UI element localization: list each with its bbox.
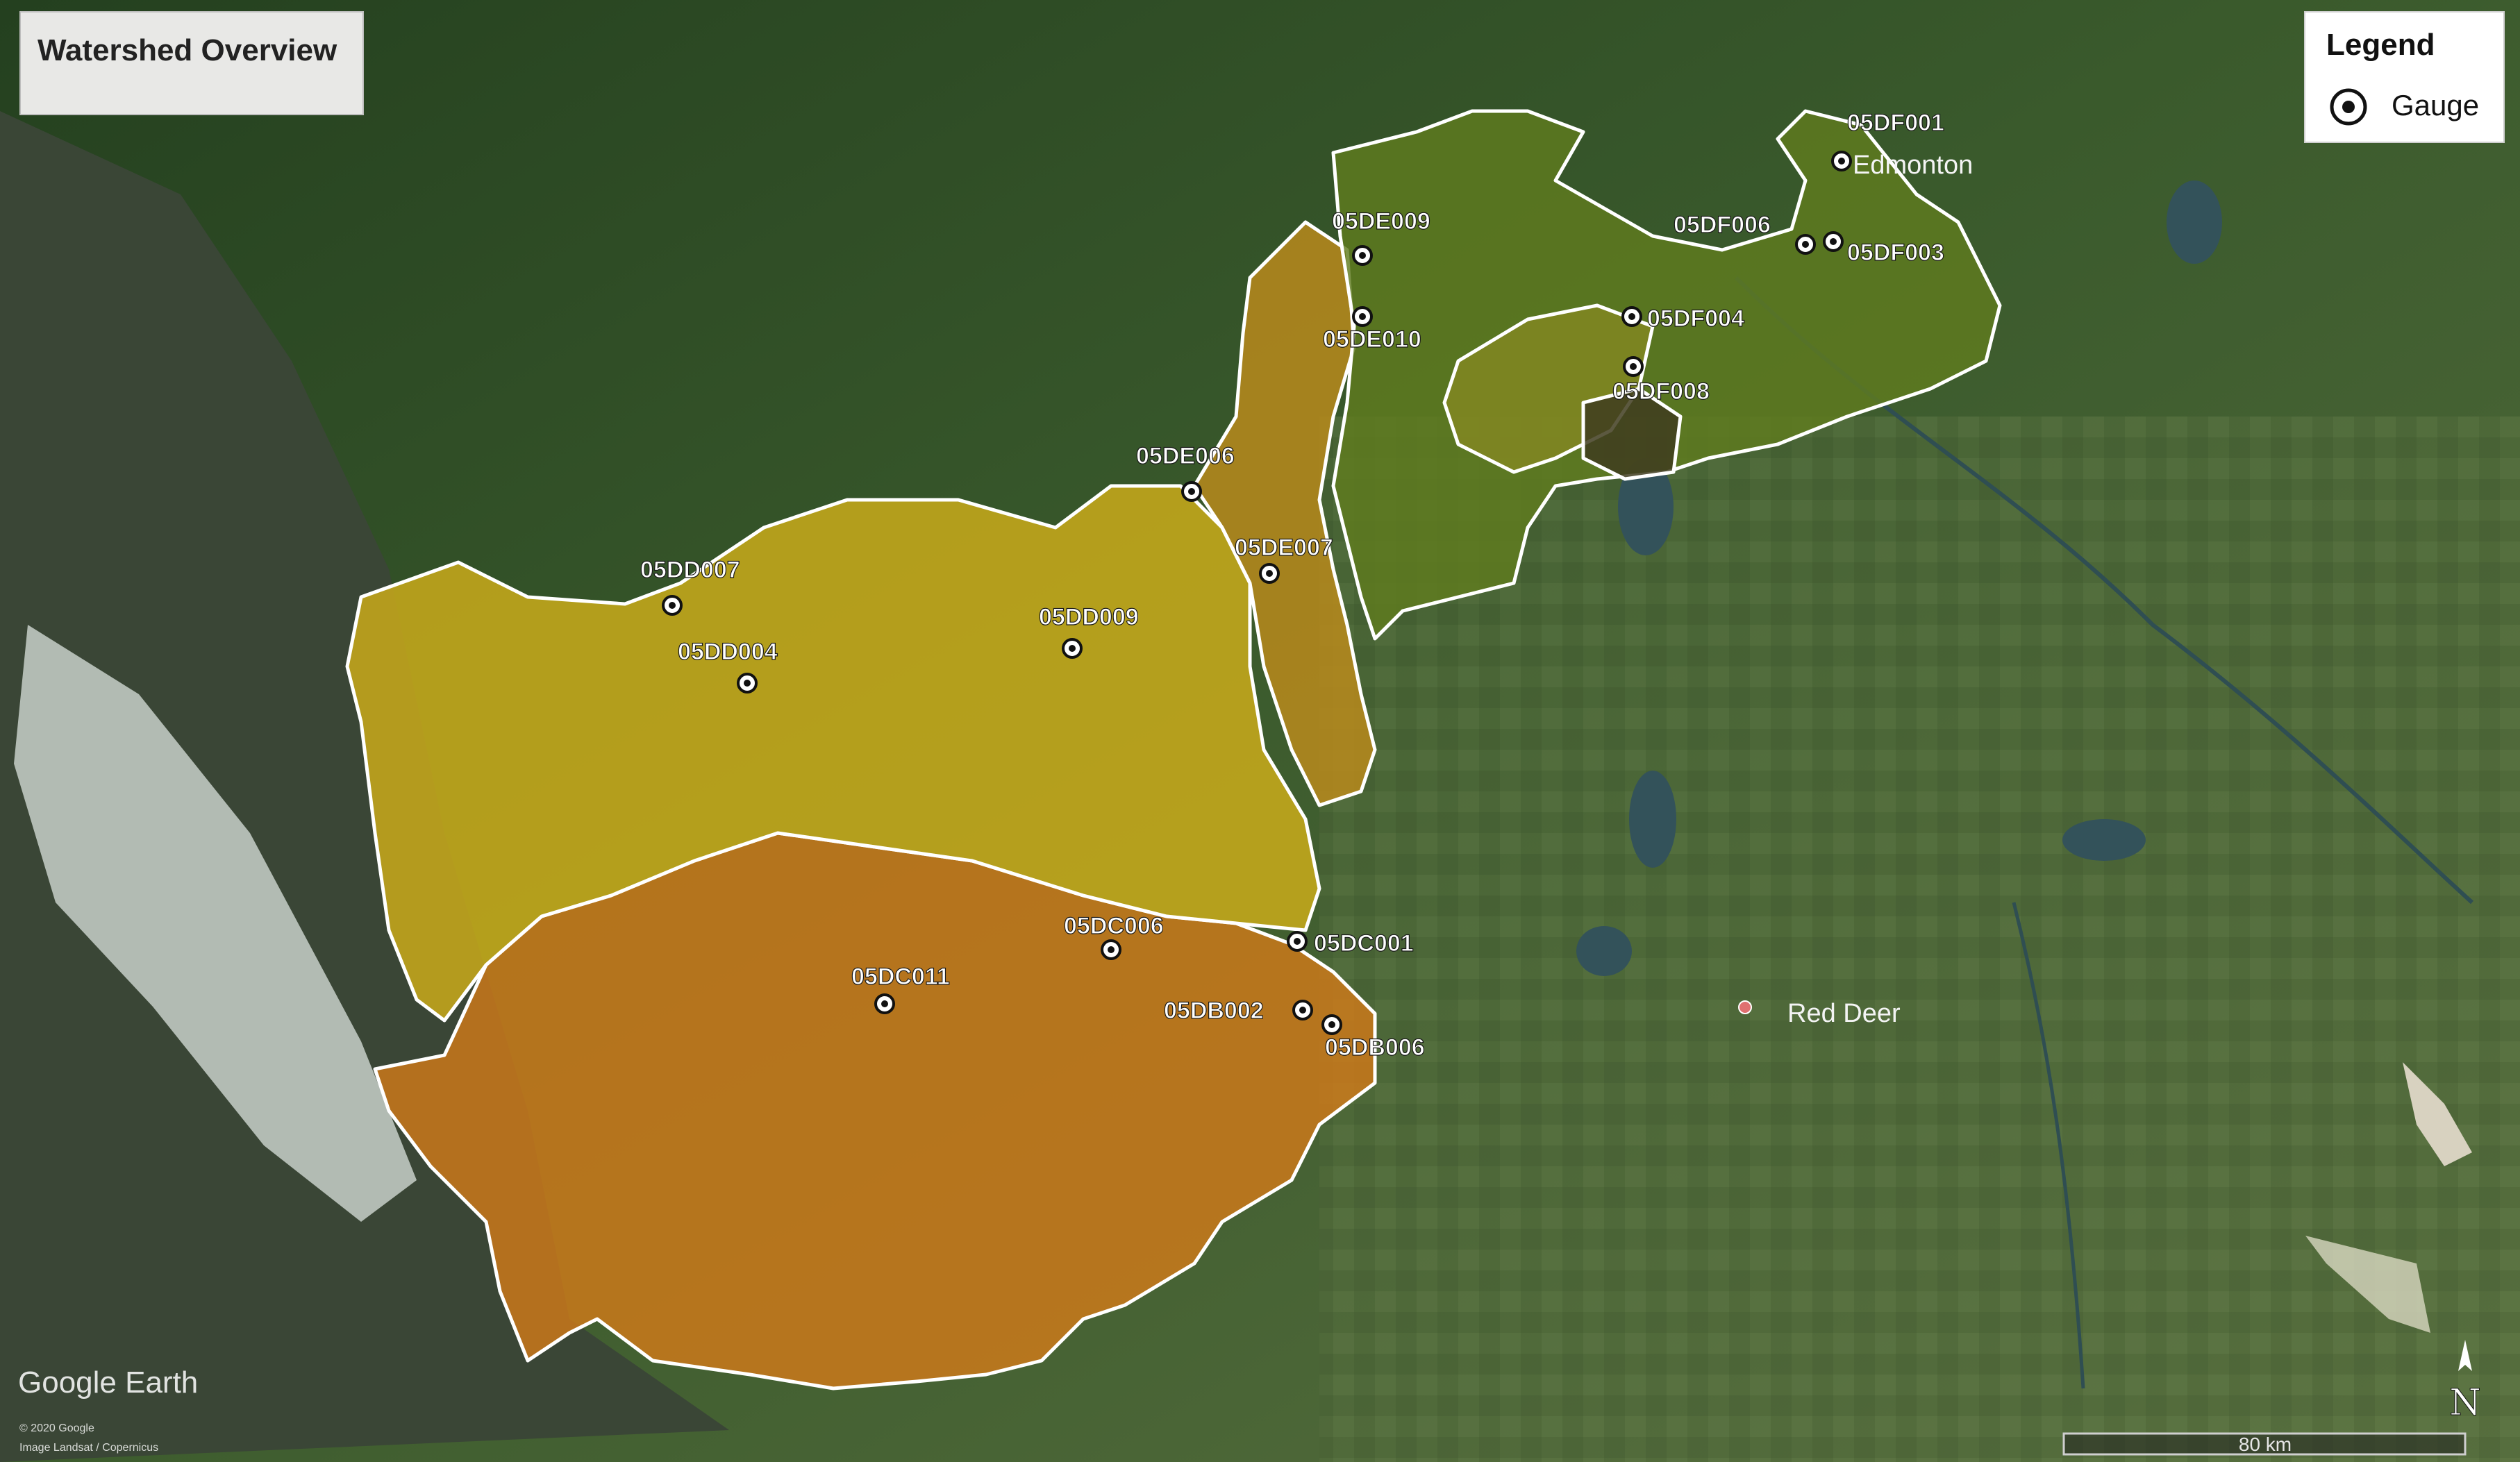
gauge-label: 05DE006 — [1136, 443, 1235, 469]
attribution-line-2: Image Landsat / Copernicus — [19, 1442, 158, 1454]
place-marker-red-deer — [1738, 1000, 1752, 1014]
scale-bar — [2062, 1432, 2467, 1456]
gauge-marker-dot — [744, 680, 751, 687]
place-label-edmonton: Edmonton — [1853, 151, 1973, 180]
gauge-label: 05DC001 — [1314, 930, 1414, 957]
gauge-label: 05DD004 — [678, 639, 778, 665]
gauge-label: 05DE007 — [1235, 535, 1333, 561]
gauge-05dd009[interactable]: 05DD009 — [1038, 603, 1139, 659]
gauge-05dd004[interactable]: 05DD004 — [677, 638, 778, 694]
gauge-marker-dot — [1359, 252, 1366, 259]
map-title: Watershed Overview — [37, 33, 337, 67]
gauge-05db006[interactable]: 05DB006 — [1321, 1014, 1425, 1061]
gauge-marker-dot — [1830, 238, 1837, 245]
gauge-label: 05DB002 — [1164, 998, 1264, 1024]
gauge-marker-dot — [1188, 488, 1195, 495]
gauge-label: 05DB006 — [1325, 1034, 1425, 1061]
legend: Legend Gauge — [2304, 11, 2505, 143]
gauge-marker-dot — [1069, 645, 1076, 652]
gauge-05de010[interactable]: 05DE010 — [1322, 306, 1421, 353]
gauge-label: 05DF004 — [1647, 305, 1744, 332]
gauge-marker-dot — [1802, 241, 1809, 248]
lake — [1576, 926, 1632, 976]
map-title-box: Watershed Overview — [19, 11, 364, 115]
gauge-05df008[interactable]: 05DF008 — [1612, 356, 1710, 405]
gauge-05df001[interactable]: 05DF001 — [1831, 109, 1944, 171]
attribution-line-1: © 2020 Google — [19, 1422, 94, 1434]
gauge-marker-dot — [1266, 570, 1273, 577]
gauge-05de006[interactable]: 05DE006 — [1135, 442, 1235, 502]
north-label: N — [2449, 1382, 2481, 1424]
gauge-symbol-icon — [2330, 88, 2367, 126]
gauge-05dd007[interactable]: 05DD007 — [640, 556, 740, 616]
gauge-marker-dot — [669, 602, 676, 609]
google-earth-watermark: Google Earth — [18, 1366, 198, 1400]
gauge-marker-dot — [881, 1000, 888, 1007]
gauge-label: 05DF001 — [1847, 110, 1944, 136]
gauge-layer: 05DF001 05DF006 05DF003 05DF004 05DF008 05DE0… — [640, 109, 1944, 1061]
gauge-label: 05DC011 — [851, 964, 950, 990]
river — [2012, 902, 2085, 1389]
scale-label: 80 km — [2239, 1434, 2292, 1455]
gauge-marker-dot — [1630, 363, 1637, 370]
gauge-05db002[interactable]: 05DB002 — [1163, 997, 1313, 1025]
dry-lake — [2305, 1236, 2430, 1333]
lake — [1629, 771, 1676, 868]
lake — [2062, 819, 2146, 861]
gauge-label: 05DF006 — [1674, 212, 1771, 238]
dry-lake — [2403, 1062, 2472, 1166]
gauge-05dc011[interactable]: 05DC011 — [851, 963, 950, 1014]
gauge-marker-dot — [1359, 313, 1366, 320]
lake — [2167, 180, 2222, 264]
gauge-05de007[interactable]: 05DE007 — [1234, 534, 1333, 584]
gauge-05dc001[interactable]: 05DC001 — [1287, 930, 1414, 957]
gauge-marker-dot — [1838, 158, 1845, 165]
gauge-05de009[interactable]: 05DE009 — [1331, 208, 1430, 266]
gauge-label: 05DF008 — [1612, 378, 1710, 405]
basin-DD[interactable] — [345, 484, 1321, 1023]
north-arrow-icon: N — [2449, 1340, 2481, 1425]
gauge-label: 05DD009 — [1039, 604, 1139, 630]
gauge-marker-dot — [1108, 946, 1115, 953]
gauge-label: 05DF003 — [1847, 240, 1944, 266]
gauge-05df003[interactable]: 05DF003 — [1823, 231, 1944, 267]
legend-gauge-label: Gauge — [2392, 89, 2480, 121]
gauge-label: 05DD007 — [640, 557, 740, 583]
gauge-label: 05DE009 — [1332, 208, 1430, 235]
gauge-marker-dot — [1294, 938, 1301, 945]
rocky-mountains — [0, 111, 729, 1462]
lake — [1618, 458, 1674, 555]
place-label-red-deer: Red Deer — [1787, 999, 1901, 1028]
snow-peaks — [14, 625, 417, 1222]
gauge-marker-dot — [1628, 313, 1635, 320]
gauge-05df004[interactable]: 05DF004 — [1621, 305, 1745, 333]
gauge-label: 05DC006 — [1064, 913, 1164, 939]
gauge-label: 05DE010 — [1323, 326, 1421, 353]
gauge-marker-dot — [1299, 1007, 1306, 1014]
legend-title: Legend — [2326, 28, 2435, 62]
gauge-05df006[interactable]: 05DF006 — [1673, 211, 1816, 255]
gauge-05dc006[interactable]: 05DC006 — [1063, 912, 1164, 960]
gauge-marker-dot — [1328, 1021, 1335, 1028]
prairie-fields — [1319, 417, 2520, 1462]
